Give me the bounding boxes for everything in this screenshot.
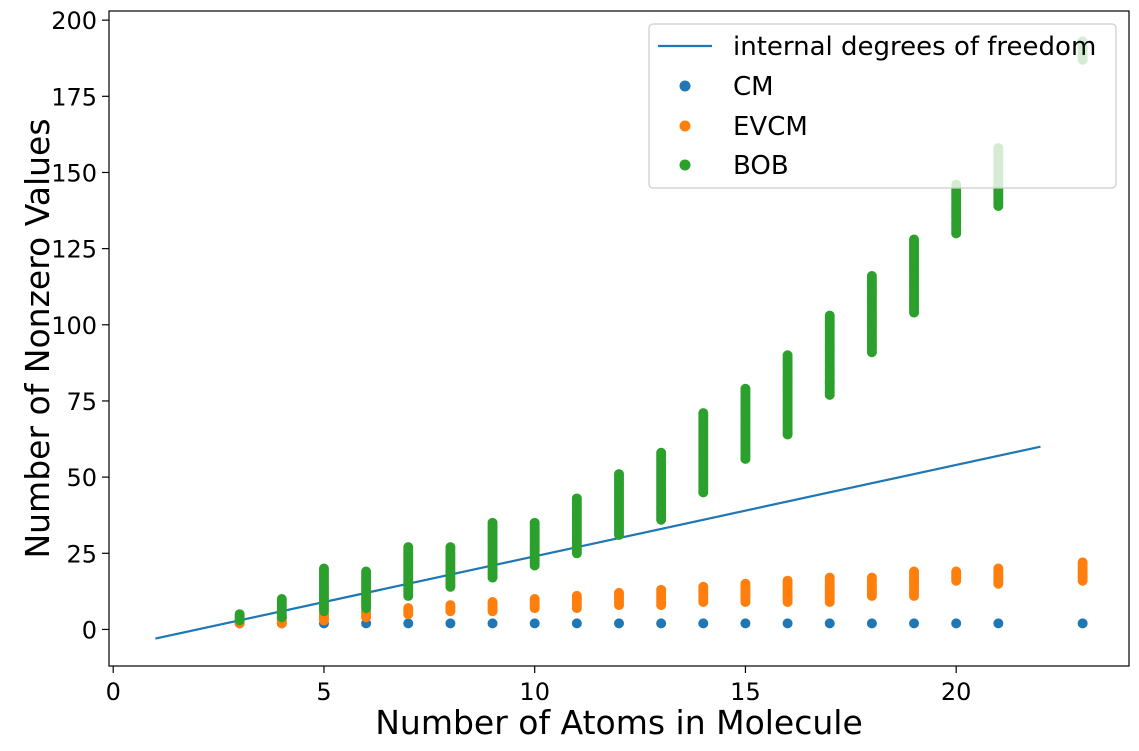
legend-label-internal-dof: internal degrees of freedom: [733, 32, 1096, 62]
y-tick-label: 75: [66, 388, 97, 416]
data-point-cm: [487, 618, 498, 629]
data-point-cm: [445, 618, 456, 629]
x-tick-label: 10: [519, 678, 550, 706]
data-point-bob: [782, 350, 793, 361]
data-point-cm: [698, 618, 709, 629]
series-bob: [234, 36, 1088, 626]
x-tick-label: 15: [730, 678, 761, 706]
legend-label-cm: CM: [733, 72, 774, 102]
y-tick-label: 150: [51, 159, 97, 187]
data-point-evcm: [445, 600, 456, 611]
y-tick-label: 125: [51, 236, 97, 264]
data-point-evcm: [529, 593, 540, 604]
data-point-cm: [782, 618, 793, 629]
data-point-cm: [909, 618, 920, 629]
data-point-bob: [698, 408, 709, 419]
data-point-cm: [614, 618, 624, 629]
y-tick-label: 25: [66, 540, 97, 568]
legend: internal degrees of freedom CM EVCM BOB: [648, 23, 1117, 189]
x-axis-title: Number of Atoms in Molecule: [375, 703, 863, 742]
data-point-bob: [656, 447, 667, 458]
plot-area: [155, 36, 1088, 640]
data-point-evcm: [698, 581, 709, 592]
data-point-cm: [656, 618, 667, 629]
data-point-cm: [951, 618, 962, 629]
data-point-evcm: [571, 590, 582, 601]
data-point-bob: [318, 563, 329, 574]
data-point-bob: [571, 493, 582, 504]
x-tick-label: 20: [941, 678, 972, 706]
y-tick-label: 0: [82, 616, 97, 644]
legend-marker-cm: [679, 80, 691, 92]
legend-box: [648, 23, 1117, 189]
data-point-cm: [740, 618, 751, 629]
data-point-evcm: [1077, 557, 1088, 568]
data-point-evcm: [909, 566, 920, 577]
data-point-bob: [529, 517, 540, 528]
data-point-bob: [487, 517, 498, 528]
axes-frame: [108, 10, 1130, 667]
data-point-evcm: [656, 584, 667, 595]
data-point-cm: [403, 618, 414, 629]
data-point-bob: [614, 469, 624, 480]
y-tick-label: 175: [51, 83, 97, 111]
data-point-bob: [824, 310, 835, 321]
data-point-bob: [445, 542, 456, 553]
legend-marker-bob: [679, 159, 691, 171]
data-point-evcm: [824, 572, 835, 583]
data-point-bob: [276, 593, 287, 604]
data-point-cm: [824, 618, 835, 629]
data-point-bob: [740, 383, 751, 394]
x-tick-label: 0: [106, 678, 121, 706]
data-point-evcm: [487, 597, 498, 608]
y-tick-label: 100: [51, 312, 97, 340]
data-point-bob: [909, 234, 920, 245]
x-tick-label: 5: [316, 678, 331, 706]
data-point-evcm: [614, 587, 624, 598]
data-point-cm: [993, 618, 1004, 629]
data-point-evcm: [403, 603, 414, 614]
y-tick-label: 50: [66, 464, 97, 492]
data-point-cm: [866, 618, 877, 629]
data-point-cm: [529, 618, 540, 629]
series-line-internal-dof: [155, 445, 1041, 640]
series-evcm: [234, 557, 1088, 629]
data-point-bob: [361, 566, 372, 577]
data-point-evcm: [782, 575, 793, 586]
data-point-bob: [403, 542, 414, 553]
legend-label-bob: BOB: [733, 151, 789, 181]
y-axis-title: Number of Nonzero Values: [18, 118, 57, 558]
data-point-evcm: [740, 578, 751, 589]
data-point-evcm: [951, 566, 962, 577]
data-point-bob: [234, 609, 245, 620]
y-tick-label: 200: [51, 7, 97, 35]
data-point-cm: [1077, 618, 1088, 629]
legend-marker-evcm: [679, 120, 691, 132]
data-point-cm: [571, 618, 582, 629]
legend-label-evcm: EVCM: [733, 112, 808, 142]
data-point-evcm: [866, 572, 877, 583]
data-point-evcm: [993, 563, 1004, 574]
data-point-bob: [866, 271, 877, 282]
